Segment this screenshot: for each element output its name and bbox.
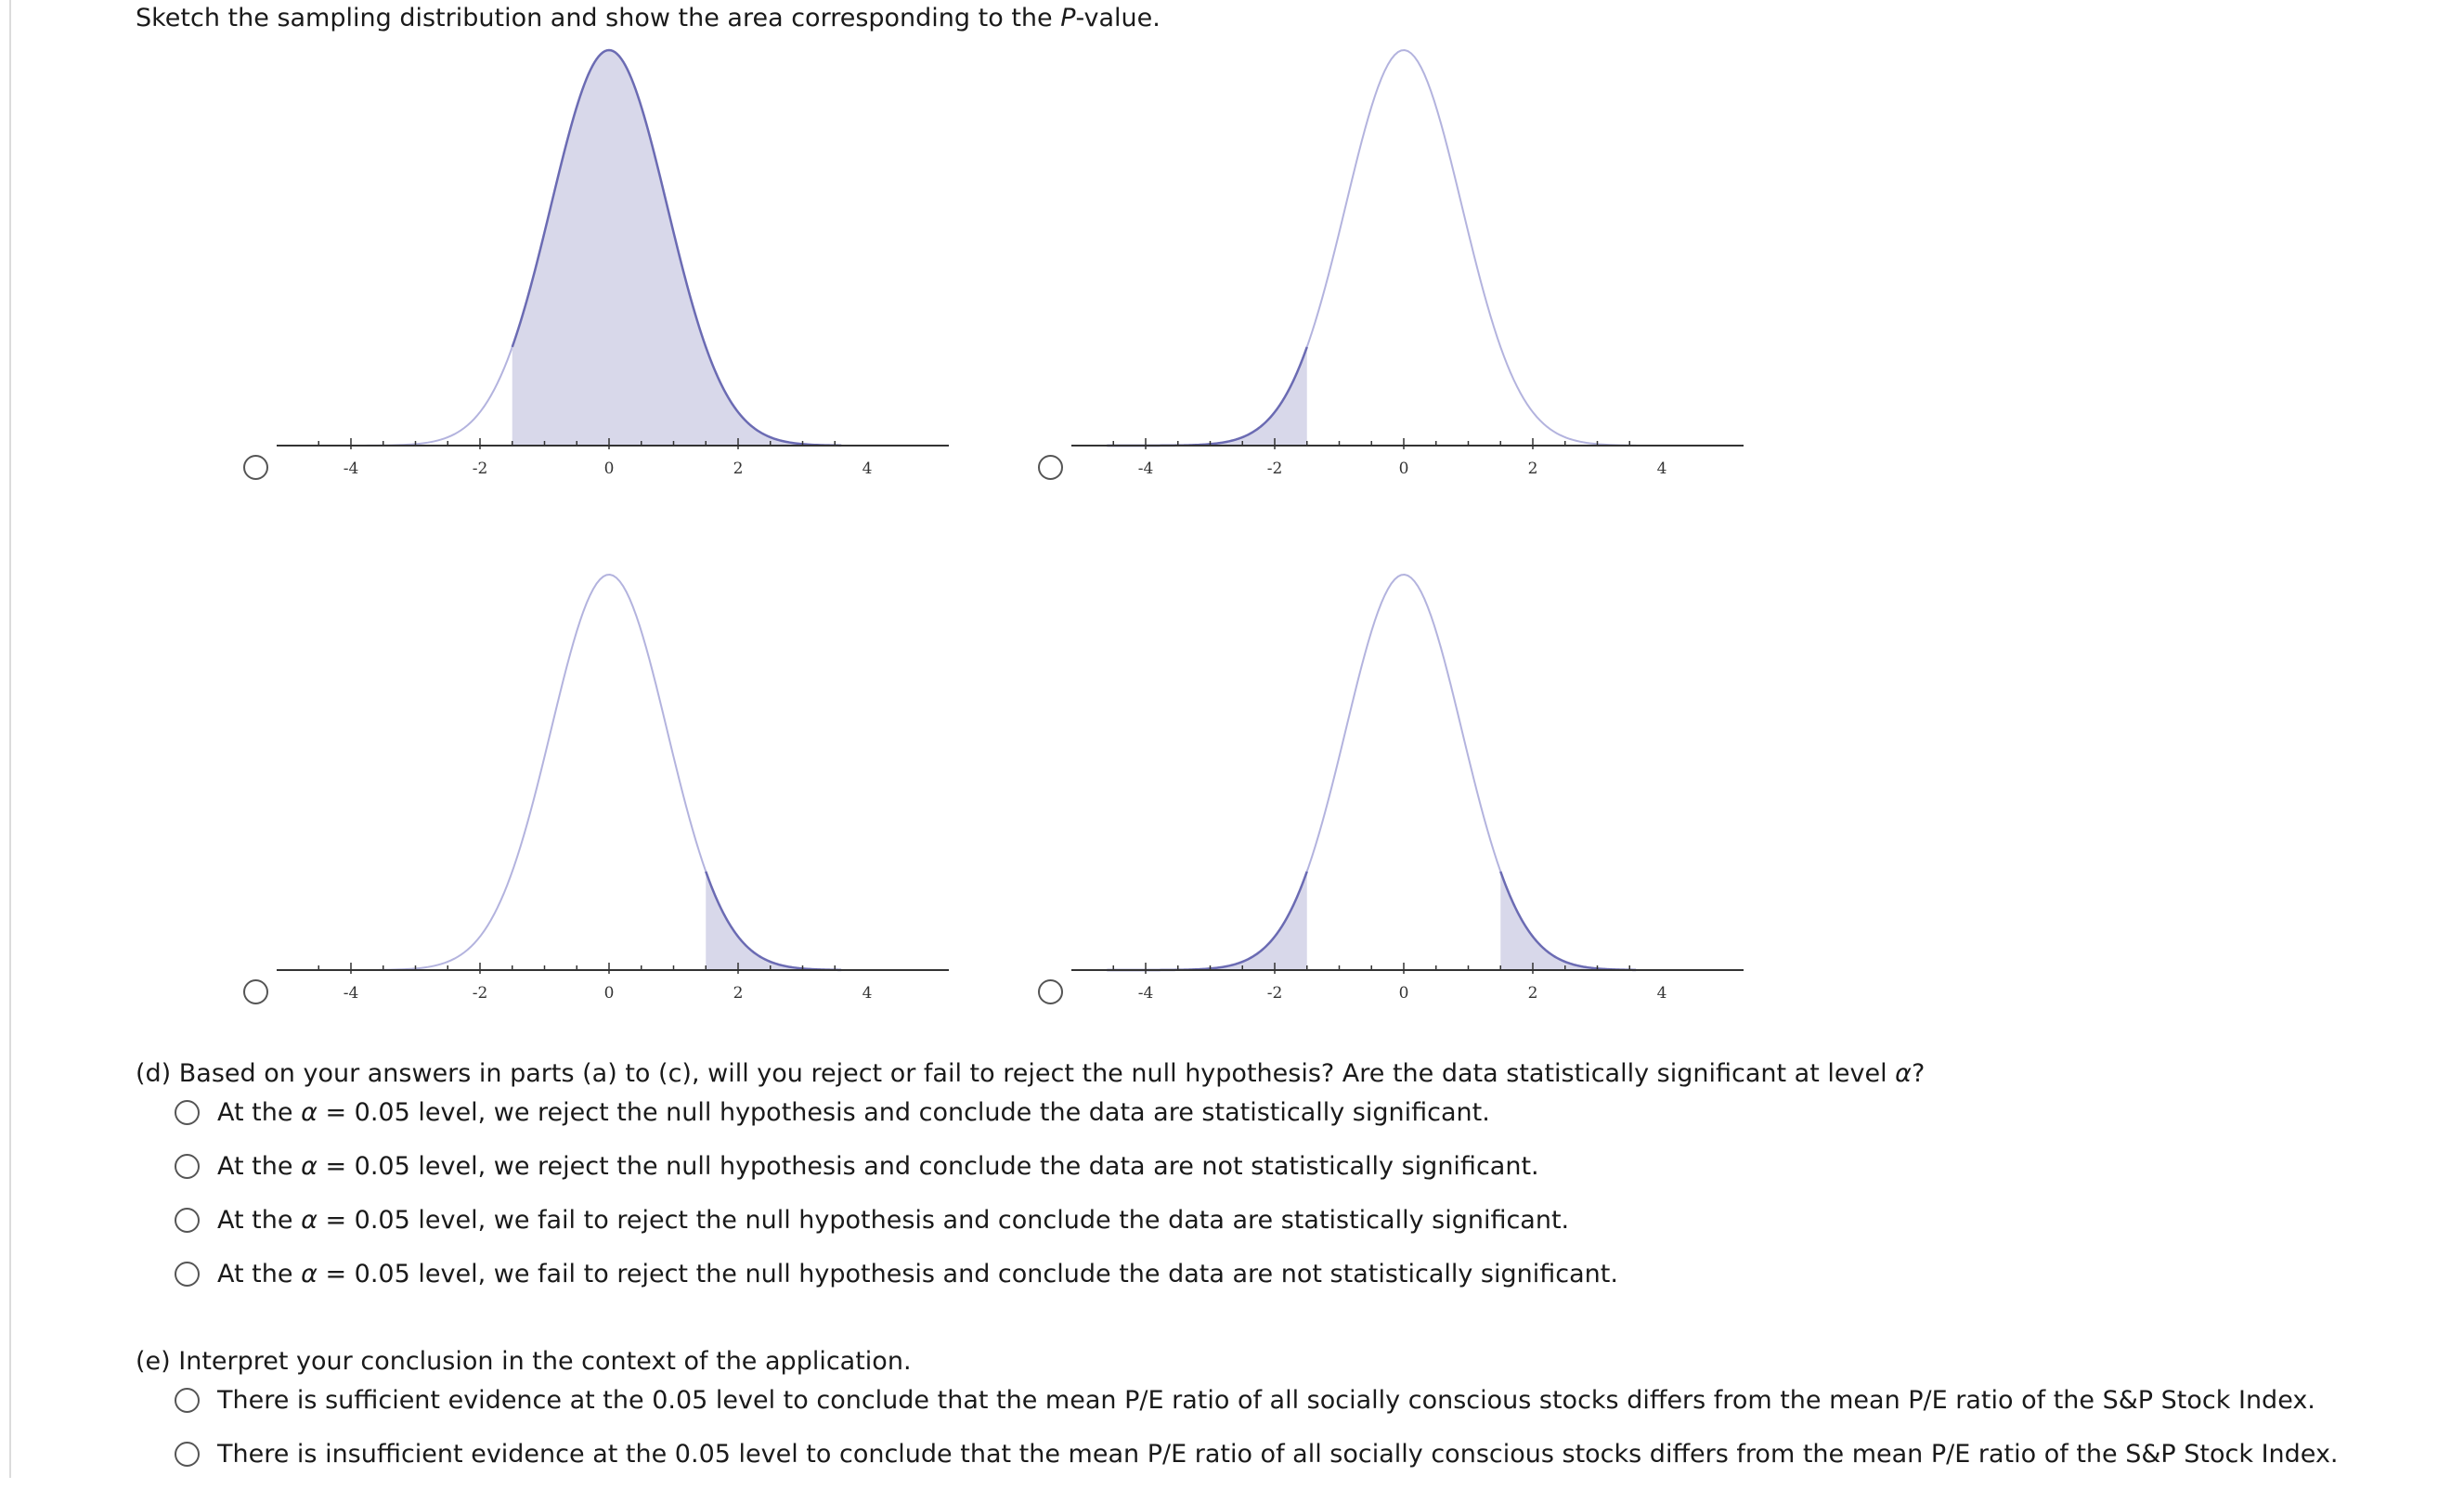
graph-option-right-tail[interactable]: -4 -2 0 2 4 <box>243 562 1042 1081</box>
option-prefix: At the <box>217 1098 302 1127</box>
part-d-option-1[interactable]: At the α = 0.05 level, we reject the nul… <box>136 1094 2438 1147</box>
tick-label: 4 <box>862 460 873 478</box>
alpha-symbol: α <box>301 1260 318 1288</box>
tick-label: -4 <box>1138 460 1154 478</box>
distribution-plot-3: -4 -2 0 2 4 <box>277 574 949 1003</box>
density-curve <box>312 574 842 971</box>
shaded-curve-edge <box>511 48 842 447</box>
part-d-section: (d) Based on your answers in parts (a) t… <box>136 1055 2438 1309</box>
part-d-question: (d) Based on your answers in parts (a) t… <box>136 1055 2438 1094</box>
part-d-option-2[interactable]: At the α = 0.05 level, we reject the nul… <box>136 1147 2438 1201</box>
radio-part-d-3[interactable] <box>175 1208 200 1233</box>
part-d-option-2-label: At the α = 0.05 level, we reject the nul… <box>217 1147 1539 1186</box>
density-curve <box>1107 49 1637 447</box>
alpha-symbol: α <box>1895 1059 1912 1088</box>
part-e-option-1[interactable]: There is sufficient evidence at the 0.05… <box>136 1381 2438 1435</box>
part-e-section: (e) Interpret your conclusion in the con… <box>136 1342 2438 1489</box>
tick-label: 0 <box>1399 984 1409 1003</box>
tick-label: 2 <box>733 460 744 478</box>
option-prefix: At the <box>217 1206 302 1235</box>
radio-graph-option-3[interactable] <box>243 979 268 1004</box>
part-d-question-text: (d) Based on your answers in parts (a) t… <box>136 1059 1896 1088</box>
tick-label: 0 <box>604 460 615 478</box>
part-d-option-1-label: At the α = 0.05 level, we reject the nul… <box>217 1094 1490 1133</box>
option-suffix: = 0.05 level, we fail to reject the null… <box>317 1260 1618 1288</box>
p-value-shaded-area <box>1107 346 1307 446</box>
graph-option-two-tail[interactable]: -4 -2 0 2 4 <box>1038 562 1836 1081</box>
tick-label: -4 <box>344 460 359 478</box>
alpha-symbol: α <box>301 1098 318 1127</box>
alpha-symbol: α <box>301 1152 318 1181</box>
radio-graph-option-4[interactable] <box>1038 979 1063 1004</box>
tick-label: 2 <box>733 984 744 1003</box>
tick-label: 2 <box>1528 460 1538 478</box>
distribution-plot-2: -4 -2 0 2 4 <box>1071 49 1744 478</box>
p-value-shaded-area <box>1107 871 1307 970</box>
distribution-plot-4: -4 -2 0 2 4 <box>1071 574 1744 1003</box>
part-d-option-3-label: At the α = 0.05 level, we fail to reject… <box>217 1201 1569 1240</box>
tick-label: -4 <box>344 984 359 1003</box>
option-suffix: = 0.05 level, we fail to reject the null… <box>317 1206 1570 1235</box>
radio-graph-option-1[interactable] <box>243 455 268 480</box>
part-d-option-4-label: At the α = 0.05 level, we fail to reject… <box>217 1255 1618 1294</box>
option-prefix: At the <box>217 1260 302 1288</box>
tick-label: -2 <box>473 460 488 478</box>
left-border <box>9 0 11 1478</box>
part-e-question: (e) Interpret your conclusion in the con… <box>136 1347 912 1376</box>
part-e-option-2-label: There is insufficient evidence at the 0.… <box>217 1440 2339 1469</box>
p-value-shaded-area <box>1500 871 1637 970</box>
prompt-p-symbol: P <box>1060 4 1076 32</box>
part-d-option-4[interactable]: At the α = 0.05 level, we fail to reject… <box>136 1255 2438 1309</box>
graph-option-left-tail[interactable]: -4 -2 0 2 4 <box>1038 37 1836 557</box>
radio-part-e-2[interactable] <box>175 1442 200 1467</box>
part-e-option-1-label: There is sufficient evidence at the 0.05… <box>217 1386 2315 1415</box>
tick-label: -4 <box>1138 984 1154 1003</box>
part-d-option-3[interactable]: At the α = 0.05 level, we fail to reject… <box>136 1201 2438 1255</box>
question-prompt: Sketch the sampling distribution and sho… <box>136 4 1161 32</box>
tick-label: -2 <box>473 984 488 1003</box>
radio-part-d-2[interactable] <box>175 1154 200 1179</box>
option-prefix: At the <box>217 1152 302 1181</box>
tick-label: 2 <box>1528 984 1538 1003</box>
graph-option-middle[interactable]: -4 -2 0 2 4 <box>243 37 1042 557</box>
radio-graph-option-2[interactable] <box>1038 455 1063 480</box>
tick-label: 0 <box>1399 460 1409 478</box>
tick-label: 4 <box>862 984 873 1003</box>
part-e-option-2[interactable]: There is insufficient evidence at the 0.… <box>136 1435 2438 1489</box>
alpha-symbol: α <box>301 1206 318 1235</box>
radio-part-e-1[interactable] <box>175 1388 200 1413</box>
prompt-text: Sketch the sampling distribution and sho… <box>136 4 1061 32</box>
distribution-plot-1: -4 -2 0 2 4 <box>277 48 949 478</box>
option-suffix: = 0.05 level, we reject the null hypothe… <box>317 1152 1539 1181</box>
tick-label: -2 <box>1267 460 1283 478</box>
tick-label: 0 <box>604 984 615 1003</box>
p-value-shaded-area <box>706 871 842 970</box>
tick-label: -2 <box>1267 984 1283 1003</box>
prompt-text-end: -value. <box>1075 4 1161 32</box>
part-d-question-end: ? <box>1911 1059 1926 1088</box>
radio-part-d-4[interactable] <box>175 1262 200 1287</box>
option-suffix: = 0.05 level, we reject the null hypothe… <box>317 1098 1490 1127</box>
tick-label: 4 <box>1657 984 1667 1003</box>
density-curve <box>1107 574 1637 971</box>
tick-label: 4 <box>1657 460 1667 478</box>
radio-part-d-1[interactable] <box>175 1100 200 1125</box>
